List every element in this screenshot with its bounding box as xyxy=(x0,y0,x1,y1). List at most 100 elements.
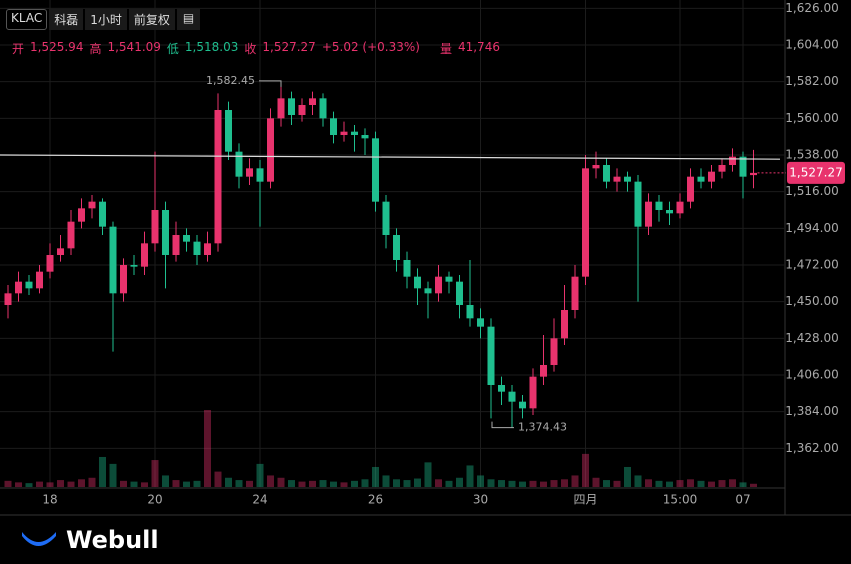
annotation-line xyxy=(491,421,514,429)
candle-body xyxy=(256,168,264,182)
field-label: 低 xyxy=(166,42,179,56)
volume-bar xyxy=(477,475,484,487)
volume-bar xyxy=(15,482,22,487)
candle-body xyxy=(445,276,453,282)
menu-icon[interactable]: ▤ xyxy=(176,9,201,30)
candle-body xyxy=(193,241,201,255)
annotation: 1,582.45 xyxy=(206,74,255,87)
x-tick-label: 15:00 xyxy=(663,493,698,507)
x-tick-label: 07 xyxy=(735,493,750,507)
candle-body xyxy=(214,110,222,244)
y-tick-label: 1,494.00 xyxy=(785,221,838,235)
candle-body xyxy=(46,255,54,272)
x-tick-label: 26 xyxy=(368,493,383,507)
volume-bar xyxy=(120,480,127,487)
volume-bar xyxy=(666,481,673,487)
volume-bar xyxy=(550,480,558,487)
volume-bar xyxy=(162,475,169,487)
y-tick-label: 1,582.00 xyxy=(785,74,838,88)
volume-bar xyxy=(277,477,285,487)
volume-bar xyxy=(603,480,610,487)
volume-bar xyxy=(687,479,694,487)
candle-body xyxy=(340,131,348,135)
annotation: 1,374.43 xyxy=(518,421,567,434)
volume-bar xyxy=(225,477,232,487)
candle-body xyxy=(403,260,411,277)
volume-bar xyxy=(519,481,526,487)
volume-bar xyxy=(141,482,148,487)
y-tick-label: 1,362.00 xyxy=(785,441,838,455)
adjust[interactable]: 前复权 xyxy=(128,9,175,30)
last-price-tag xyxy=(787,161,845,184)
candle-body xyxy=(729,156,736,165)
candle-body xyxy=(267,118,274,182)
field-value: 1,525.94 xyxy=(30,40,84,54)
candle-body xyxy=(676,201,684,214)
candle-body xyxy=(645,201,652,227)
candle-body xyxy=(477,318,484,327)
candle-body xyxy=(424,288,432,294)
candle-body xyxy=(288,98,295,115)
candle-body xyxy=(414,276,421,289)
candle-body xyxy=(487,326,495,385)
volume-bar xyxy=(372,466,379,487)
volume-bar xyxy=(708,481,715,487)
x-tick-label: 18 xyxy=(42,493,57,507)
volume-bar xyxy=(330,481,337,487)
candle-body xyxy=(88,201,96,209)
candle-body xyxy=(435,276,442,294)
volume-bar xyxy=(351,480,358,487)
candle-body xyxy=(361,135,369,139)
volume-bar xyxy=(151,460,159,487)
volume-bar xyxy=(645,479,652,487)
candle-body xyxy=(750,172,757,176)
volume-bar xyxy=(267,475,274,487)
ohlc-row: 开 1,525.94 高 1,541.09 低 1,518.03 收 1,527.27 +5.0… xyxy=(12,40,500,57)
candle-body xyxy=(708,171,715,182)
volume-bar xyxy=(67,481,75,487)
interval[interactable]: 1小时 xyxy=(85,9,127,30)
volume-bar xyxy=(498,480,505,487)
volume-bar xyxy=(561,479,568,487)
volume-bar xyxy=(487,479,495,487)
y-tick-label: 1,428.00 xyxy=(785,331,838,345)
volume-bar xyxy=(319,480,327,487)
candle-body xyxy=(109,226,117,294)
y-tick-label: 1,384.00 xyxy=(785,404,838,418)
candle-body xyxy=(739,156,747,177)
candle-body xyxy=(582,168,589,277)
volume-bar xyxy=(246,480,253,487)
candle-body xyxy=(666,210,673,214)
volume-bar xyxy=(298,481,306,487)
x-tick-label: 四月 xyxy=(573,493,597,507)
candle-body xyxy=(613,176,621,182)
volume-label: 量 xyxy=(439,42,452,56)
volume-bar xyxy=(456,477,463,487)
volume-bar xyxy=(256,463,264,487)
symbol[interactable]: KLAC xyxy=(6,9,48,30)
field-value: 1,518.03 xyxy=(184,40,239,54)
candle-body xyxy=(351,131,358,135)
volume-bar xyxy=(46,482,54,487)
candle-body xyxy=(508,391,516,402)
field-label: 开 xyxy=(12,42,25,56)
volume-bar xyxy=(466,465,474,487)
candle-body xyxy=(309,98,316,105)
volume-bar xyxy=(204,410,211,487)
volume-bar xyxy=(25,483,33,487)
volume-bar xyxy=(382,475,390,487)
candle-body xyxy=(519,401,526,409)
volume-bar xyxy=(214,471,222,487)
candle-body xyxy=(4,293,12,305)
y-tick-label: 1,516.00 xyxy=(785,184,838,198)
logo-icon xyxy=(22,532,56,546)
candle-body xyxy=(225,110,232,152)
candle-body xyxy=(99,201,106,227)
candle-body xyxy=(393,235,400,260)
spacer xyxy=(426,40,434,57)
volume-bar xyxy=(435,479,442,487)
volume-bar xyxy=(414,478,421,487)
volume-bar xyxy=(193,480,201,487)
candle-body xyxy=(466,305,474,319)
volume-bar xyxy=(36,481,43,487)
